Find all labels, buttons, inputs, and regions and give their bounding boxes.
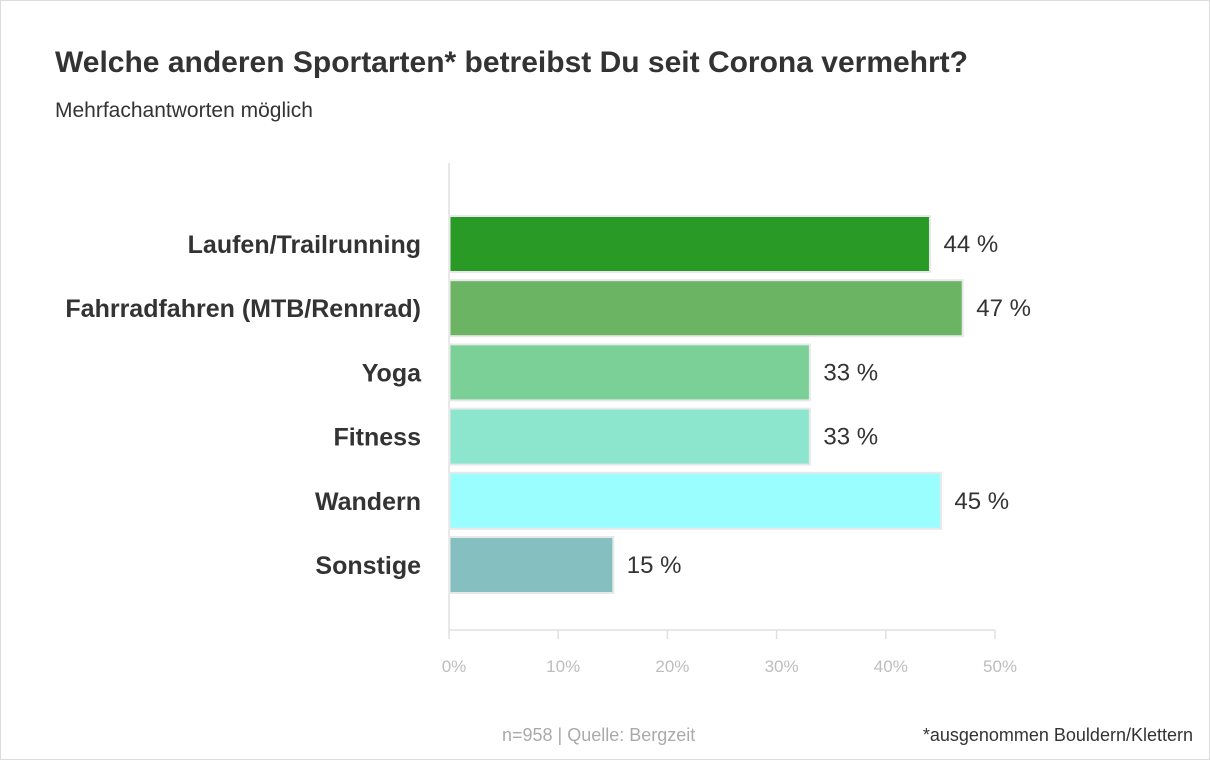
bar bbox=[448, 215, 931, 273]
label-layer: 0% 10% 20% 30% 40% 50% Laufen/Trailrunning 44 %… bbox=[65, 231, 1031, 676]
bar bbox=[448, 471, 942, 530]
chart-title: Welche anderen Sportarten* betreibst Du … bbox=[55, 46, 968, 79]
value-label: 45 % bbox=[954, 488, 1009, 515]
x-tick-label: 50% bbox=[983, 657, 1017, 676]
value-label: 47 % bbox=[976, 295, 1031, 322]
x-tick-label: 0% bbox=[442, 657, 467, 676]
x-tick-label: 10% bbox=[546, 657, 580, 676]
value-label: 33 % bbox=[823, 424, 878, 451]
bar-chart: 0% 10% 20% 30% 40% 50% Laufen/Trailrunning 44 %… bbox=[65, 163, 1031, 676]
bar bbox=[448, 407, 811, 466]
category-label: Wandern bbox=[315, 488, 421, 516]
value-label: 44 % bbox=[943, 231, 998, 258]
category-label: Laufen/Trailrunning bbox=[188, 231, 421, 259]
bar-layer bbox=[448, 215, 964, 594]
category-label: Sonstige bbox=[315, 552, 421, 580]
value-label: 15 % bbox=[627, 552, 682, 579]
value-label: 33 % bbox=[823, 359, 878, 386]
bar bbox=[448, 279, 964, 338]
bar bbox=[448, 536, 615, 594]
category-label: Yoga bbox=[362, 359, 422, 387]
x-tick-label: 30% bbox=[765, 657, 799, 676]
category-label: Fitness bbox=[333, 424, 421, 452]
chart-subtitle: Mehrfachantworten möglich bbox=[55, 99, 313, 122]
source-note: n=958 | Quelle: Bergzeit bbox=[502, 725, 696, 745]
footnote: *ausgenommen Bouldern/Klettern bbox=[922, 725, 1193, 745]
x-tick-label: 40% bbox=[874, 657, 908, 676]
x-tick-label: 20% bbox=[655, 657, 689, 676]
bar bbox=[448, 343, 811, 402]
category-label: Fahrradfahren (MTB/Rennrad) bbox=[65, 295, 421, 323]
